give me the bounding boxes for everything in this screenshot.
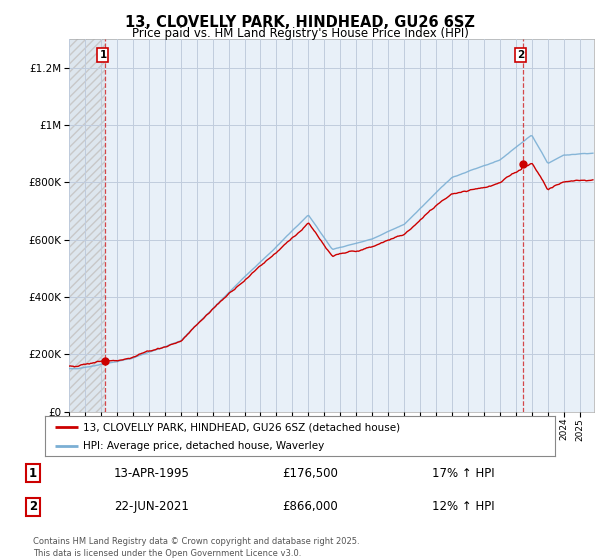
Text: Price paid vs. HM Land Registry's House Price Index (HPI): Price paid vs. HM Land Registry's House …: [131, 27, 469, 40]
Text: 13, CLOVELLY PARK, HINDHEAD, GU26 6SZ (detached house): 13, CLOVELLY PARK, HINDHEAD, GU26 6SZ (d…: [83, 422, 400, 432]
Text: 1: 1: [29, 466, 37, 480]
Text: 12% ↑ HPI: 12% ↑ HPI: [432, 500, 494, 514]
Text: 17% ↑ HPI: 17% ↑ HPI: [432, 466, 494, 480]
Text: 1: 1: [100, 50, 107, 60]
Text: 13-APR-1995: 13-APR-1995: [114, 466, 190, 480]
Text: 2: 2: [517, 50, 524, 60]
Text: HPI: Average price, detached house, Waverley: HPI: Average price, detached house, Wave…: [83, 441, 325, 451]
Bar: [69, 39, 106, 412]
Text: 13, CLOVELLY PARK, HINDHEAD, GU26 6SZ: 13, CLOVELLY PARK, HINDHEAD, GU26 6SZ: [125, 15, 475, 30]
Text: Contains HM Land Registry data © Crown copyright and database right 2025.
This d: Contains HM Land Registry data © Crown c…: [33, 537, 359, 558]
Text: 22-JUN-2021: 22-JUN-2021: [114, 500, 189, 514]
Text: £866,000: £866,000: [282, 500, 338, 514]
Text: 2: 2: [29, 500, 37, 514]
Text: £176,500: £176,500: [282, 466, 338, 480]
